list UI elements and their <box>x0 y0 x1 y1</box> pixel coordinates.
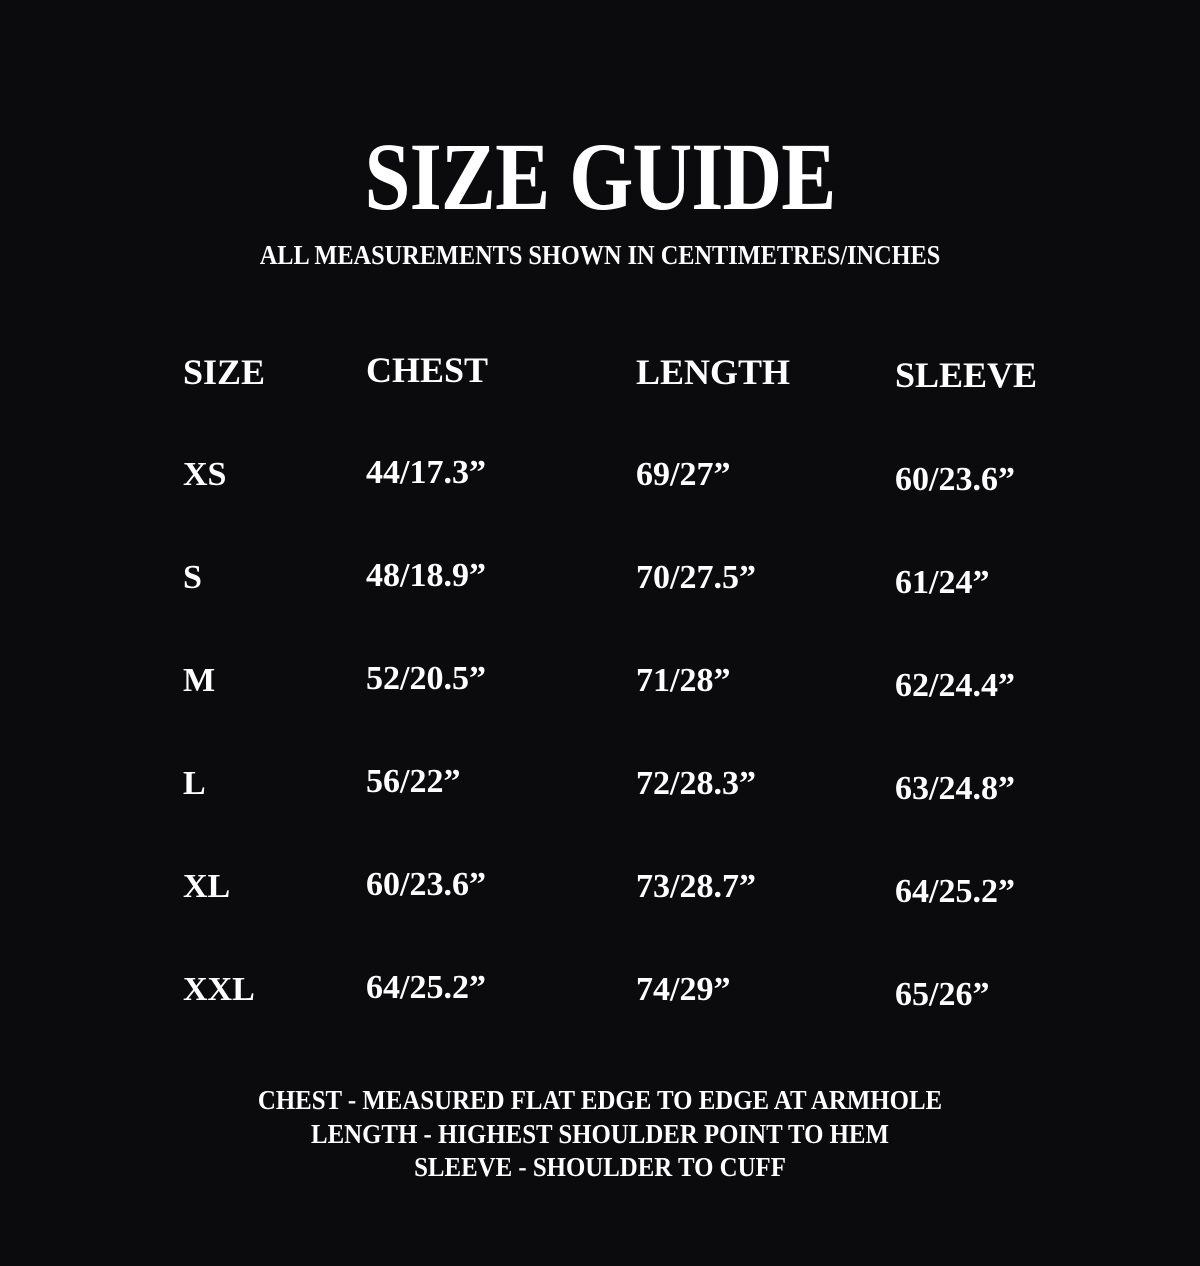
cell-size: XS <box>183 456 227 493</box>
page-title: SIZE GUIDE <box>364 123 837 230</box>
header-length: LENGTH <box>636 352 791 392</box>
cell-sleeve: 64/25.2” <box>895 873 1015 910</box>
cell-chest: 48/18.9” <box>366 557 486 594</box>
cell-sleeve: 62/24.4” <box>895 667 1015 704</box>
cell-length: 70/27.5” <box>636 559 756 596</box>
subtitle: ALL MEASUREMENTS SHOWN IN CENTIMETRES/IN… <box>259 240 941 270</box>
cell-sleeve: 61/24” <box>895 564 990 601</box>
cell-chest: 60/23.6” <box>366 866 486 903</box>
cell-length: 69/27” <box>636 456 731 493</box>
cell-length: 73/28.7” <box>636 868 756 905</box>
header-chest: CHEST <box>366 350 489 390</box>
header-size: SIZE <box>183 352 266 392</box>
note-length: LENGTH - HIGHEST SHOULDER POINT TO HEM <box>311 1118 889 1149</box>
cell-sleeve: 63/24.8” <box>895 770 1015 807</box>
note-sleeve: SLEEVE - SHOULDER TO CUFF <box>414 1152 786 1182</box>
cell-chest: 64/25.2” <box>366 969 486 1006</box>
cell-size: M <box>183 662 216 699</box>
cell-chest: 52/20.5” <box>366 660 486 697</box>
cell-chest: 44/17.3” <box>366 454 486 491</box>
cell-size: S <box>183 559 202 596</box>
cell-sleeve: 65/26” <box>895 976 990 1013</box>
cell-length: 74/29” <box>636 971 731 1008</box>
cell-size: L <box>183 765 206 802</box>
cell-sleeve: 60/23.6” <box>895 461 1015 498</box>
cell-chest: 56/22” <box>366 763 461 800</box>
measurement-notes: CHEST - MEASURED FLAT EDGE TO EDGE AT AR… <box>0 1084 1200 1185</box>
header-sleeve: SLEEVE <box>895 355 1038 395</box>
cell-length: 72/28.3” <box>636 765 756 802</box>
cell-size: XL <box>183 868 231 905</box>
note-chest: CHEST - MEASURED FLAT EDGE TO EDGE AT AR… <box>257 1085 943 1115</box>
cell-length: 71/28” <box>636 662 731 699</box>
cell-size: XXL <box>183 971 255 1008</box>
